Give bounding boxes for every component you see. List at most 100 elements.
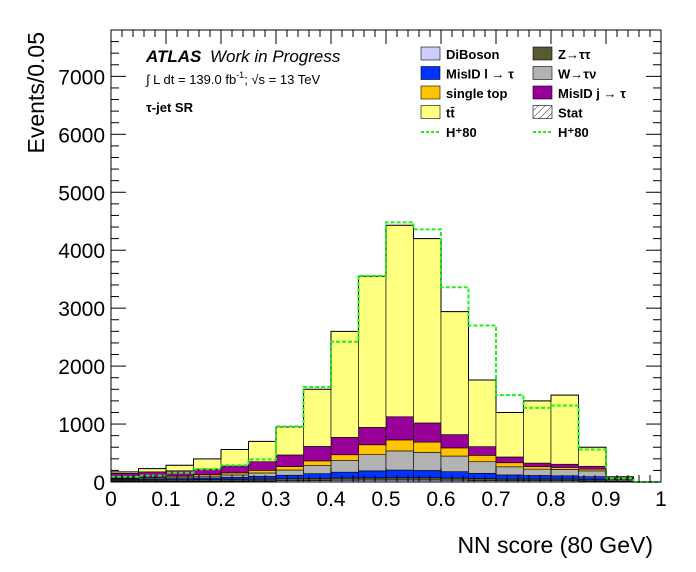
bar-w-6 <box>275 469 304 476</box>
bar-single-top-12 <box>440 447 469 457</box>
bar-misid-j-14 <box>495 456 524 464</box>
bar-misid-l-7 <box>303 473 332 479</box>
bar-misid-l-6 <box>275 474 304 479</box>
bar-w-10 <box>385 450 414 471</box>
bar-w-17 <box>578 470 607 477</box>
bar-misid-j-13 <box>468 446 497 456</box>
bar-misid-j-6 <box>275 454 304 467</box>
bar-tt-11 <box>413 238 442 424</box>
x-tick-label: 0.5 <box>371 488 400 511</box>
bar-tt-6 <box>275 426 304 456</box>
bar-single-top-11 <box>413 441 442 453</box>
legend-label: W→τν <box>558 67 596 82</box>
y-axis-ticks: 0 1000 2000 3000 4000 5000 6000 7000 <box>58 41 661 495</box>
bar-tt-14 <box>495 412 524 458</box>
bar-tt-2 <box>165 464 194 472</box>
bar-misid-j-4 <box>220 465 249 474</box>
series-tt <box>110 224 634 479</box>
bar-misid-l-9 <box>358 470 387 479</box>
x-tick-label: 0.6 <box>426 488 455 511</box>
legend-swatch <box>420 46 441 61</box>
bar-misid-l-17 <box>578 476 607 480</box>
legend-entry-tt: tt̄ <box>420 105 455 121</box>
y-tick-label: 4000 <box>58 240 105 263</box>
x-tick-label: 0 <box>105 488 117 511</box>
x-axis-ticks: 0 0.1 0.2 0.3 0.4 0.5 0.6 0.7 0.8 0.9 1 <box>105 30 667 511</box>
y-tick-label: 7000 <box>58 66 105 89</box>
legend-entry-single-top: single top <box>420 85 507 101</box>
bar-z-10 <box>385 477 414 481</box>
bar-misid-l-13 <box>468 473 497 479</box>
legend-swatch <box>532 66 553 80</box>
bar-z-12 <box>440 477 469 481</box>
bar-tt-4 <box>220 449 249 467</box>
bar-single-top-14 <box>495 462 524 468</box>
bar-misid-l-12 <box>440 471 469 479</box>
legend-swatch <box>532 46 553 61</box>
bar-misid-j-11 <box>413 422 442 443</box>
legend-swatch <box>420 66 441 80</box>
status-label: Work in Progress <box>210 47 341 66</box>
bar-w-5 <box>248 472 277 477</box>
x-tick-label: 0.2 <box>206 488 235 511</box>
bar-z-11 <box>413 477 442 481</box>
legend-swatch <box>420 85 441 100</box>
bar-w-8 <box>330 460 359 473</box>
y-tick-label: 6000 <box>58 124 105 147</box>
legend-swatch-stat <box>532 105 553 119</box>
legend-entry-h-80: H⁺80 <box>533 125 589 140</box>
legend-entry-diboson: DiBoson <box>420 46 500 62</box>
bar-misid-l-8 <box>330 471 359 479</box>
bar-w-16 <box>550 469 579 477</box>
legend-label: tt̄ <box>446 106 455 121</box>
atlas-label: ATLAS <box>145 47 202 66</box>
bar-misid-l-14 <box>495 474 524 480</box>
bar-z-9 <box>358 477 387 481</box>
legend-entry-stat: Stat <box>532 105 583 121</box>
bar-w-4 <box>220 474 249 478</box>
legend-entry-h-80: H⁺80 <box>421 125 477 140</box>
bar-z-6 <box>275 478 304 482</box>
x-tick-label: 0.8 <box>536 488 565 511</box>
bar-w-9 <box>358 454 387 472</box>
bar-misid-j-12 <box>440 434 469 449</box>
legend-entry-z: Z→ττ <box>532 46 591 62</box>
bar-misid-j-10 <box>385 416 414 441</box>
legend-label: MisID l → τ <box>446 67 514 82</box>
bar-w-13 <box>468 461 497 474</box>
y-tick-label: 3000 <box>58 298 105 321</box>
x-tick-label: 1 <box>655 488 667 511</box>
y-tick-label: 1000 <box>58 414 105 437</box>
bar-misid-l-4 <box>220 476 249 480</box>
bar-tt-9 <box>358 275 387 428</box>
bar-single-top-9 <box>358 444 387 455</box>
bar-single-top-4 <box>220 472 249 476</box>
x-tick-label: 0.1 <box>151 488 180 511</box>
legend-label: Z→ττ <box>558 47 591 62</box>
bar-w-12 <box>440 455 469 472</box>
x-tick-label: 0.3 <box>261 488 290 511</box>
x-tick-label: 0.7 <box>481 488 510 511</box>
bar-misid-j-7 <box>303 446 332 462</box>
bar-tt-7 <box>303 388 332 447</box>
bar-single-top-6 <box>275 466 304 471</box>
bar-misid-j-8 <box>330 437 359 456</box>
legend-entry-misid-l: MisID l → τ <box>420 66 514 82</box>
x-axis-title: NN score (80 GeV) <box>457 532 653 558</box>
bar-w-14 <box>495 466 524 476</box>
y-tick-label: 5000 <box>58 182 105 205</box>
bar-misid-j-15 <box>523 462 552 467</box>
bar-single-top-13 <box>468 455 497 463</box>
bar-w-15 <box>523 468 552 476</box>
y-tick-label: 2000 <box>58 356 105 379</box>
bar-tt-10 <box>385 224 414 418</box>
legend-swatch <box>420 105 441 119</box>
bar-misid-l-15 <box>523 475 552 480</box>
legend-label: H⁺80 <box>558 125 589 140</box>
legend-label: DiBoson <box>446 47 500 62</box>
bar-z-8 <box>330 477 359 481</box>
bar-misid-j-9 <box>358 427 387 446</box>
legend-entry-misid-j: MisID j → τ <box>532 85 626 101</box>
bar-tt-16 <box>550 394 579 465</box>
bar-misid-j-5 <box>248 461 277 471</box>
